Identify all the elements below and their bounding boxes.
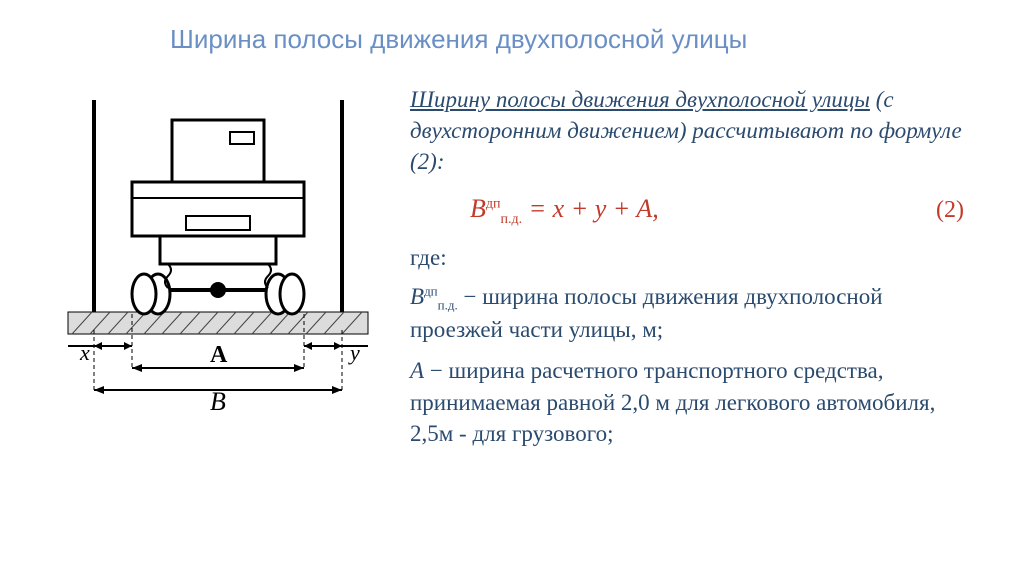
text-column: Ширину полосы движения двухполосной улиц…	[410, 84, 970, 459]
formula-row: Bдпп.д. = x + y + A, (2)	[410, 191, 970, 230]
diagram-label-x: х	[79, 340, 90, 365]
symbol-A: A	[410, 358, 424, 383]
diagram-label-A: A	[210, 342, 228, 368]
page-title: Ширина полосы движения двухполосной улиц…	[170, 24, 944, 55]
definition-A: A − ширина расчетного транспортного сред…	[410, 355, 970, 448]
definition-B: Bдпп.д. − ширина полосы движения двухпол…	[410, 281, 970, 345]
definition-A-text: ширина расчетного транспортного средства…	[410, 358, 935, 445]
intro-underlined: Ширину полосы движения двухполосной улиц…	[410, 87, 870, 112]
equation-number: (2)	[936, 194, 964, 226]
formula: Bдпп.д. = x + y + A,	[470, 191, 659, 230]
diagram-label-B: В	[210, 387, 226, 410]
where-label: где:	[410, 242, 970, 273]
symbol-B: Bдпп.д.	[410, 284, 458, 309]
diagram-label-y: у	[348, 340, 360, 365]
lane-width-diagram: х у A В	[58, 90, 378, 410]
intro-text: Ширину полосы движения двухполосной улиц…	[410, 84, 970, 177]
